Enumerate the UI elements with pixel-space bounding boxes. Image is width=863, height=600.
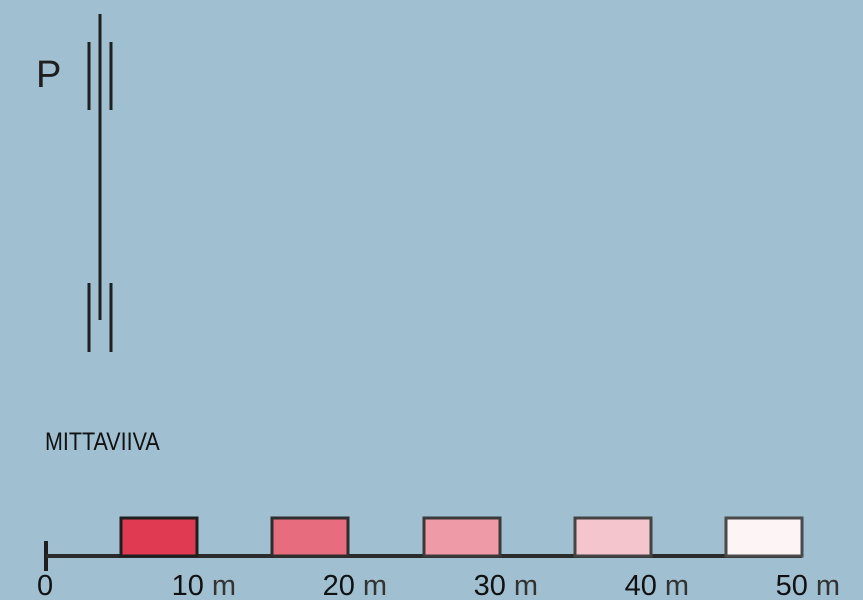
scale-label-10: 10 m [172,570,236,600]
scale-label-unit: m [212,570,236,600]
north-label: P [36,54,62,96]
scale-label-unit: m [665,570,689,600]
scale-box-40 [573,516,653,558]
north-arrow-icon [87,14,113,352]
scale-label-value: 20 [323,570,355,600]
scale-label-50: 50 m [776,570,840,600]
scale-box-50 [724,516,804,558]
scale-label-unit: m [514,570,538,600]
scale-box-10 [119,516,199,558]
scale-label-value: 50 [776,570,808,600]
scale-label-value: 40 [625,570,657,600]
scale-label-value: 10 [172,570,204,600]
scale-box-30 [422,516,502,558]
scale-label-unit: m [363,570,387,600]
scale-label-40: 40 m [625,570,689,600]
scale-label-20: 20 m [323,570,387,600]
scale-label-unit: m [816,570,840,600]
scale-box-20 [270,516,350,558]
scale-start-label: 0 [37,570,53,600]
scale-label-value: 30 [474,570,506,600]
scale-bar: 0 10 m 20 m 30 m 40 m 50 m [37,516,840,600]
scale-title: MITTAVIIVA [45,428,160,456]
scale-label-30: 30 m [474,570,538,600]
